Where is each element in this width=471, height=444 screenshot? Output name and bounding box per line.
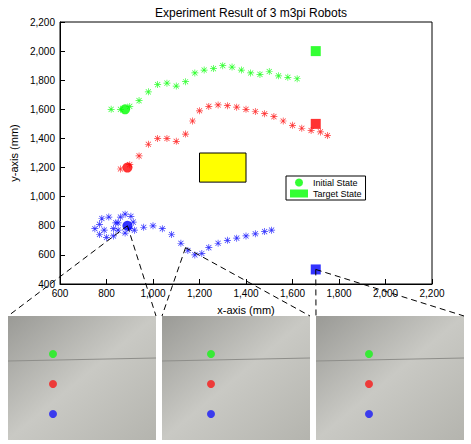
svg-text:2,200: 2,200 (30, 17, 55, 28)
svg-text:600: 600 (52, 288, 69, 299)
svg-text:1,400: 1,400 (30, 133, 55, 144)
svg-text:1,000: 1,000 (140, 288, 165, 299)
svg-text:2,000: 2,000 (30, 46, 55, 57)
svg-text:1,000: 1,000 (30, 191, 55, 202)
svg-text:600: 600 (38, 249, 55, 260)
svg-text:2,000: 2,000 (373, 288, 398, 299)
svg-text:1,200: 1,200 (187, 288, 212, 299)
svg-text:Experiment Result of 3 m3pi Ro: Experiment Result of 3 m3pi Robots (155, 6, 347, 20)
svg-text:Target State: Target State (313, 189, 362, 199)
svg-text:x-axis (mm): x-axis (mm) (217, 304, 274, 316)
svg-text:1,800: 1,800 (326, 288, 351, 299)
svg-text:1,800: 1,800 (30, 75, 55, 86)
svg-text:800: 800 (38, 220, 55, 231)
svg-text:y-axis (mm): y-axis (mm) (8, 124, 20, 181)
svg-text:1,400: 1,400 (233, 288, 258, 299)
svg-text:2,200: 2,200 (419, 288, 444, 299)
svg-text:800: 800 (98, 288, 115, 299)
svg-text:1,200: 1,200 (30, 162, 55, 173)
svg-text:1,600: 1,600 (280, 288, 305, 299)
svg-text:1,600: 1,600 (30, 104, 55, 115)
svg-text:Initial State: Initial State (313, 178, 358, 188)
svg-text:400: 400 (38, 278, 55, 290)
